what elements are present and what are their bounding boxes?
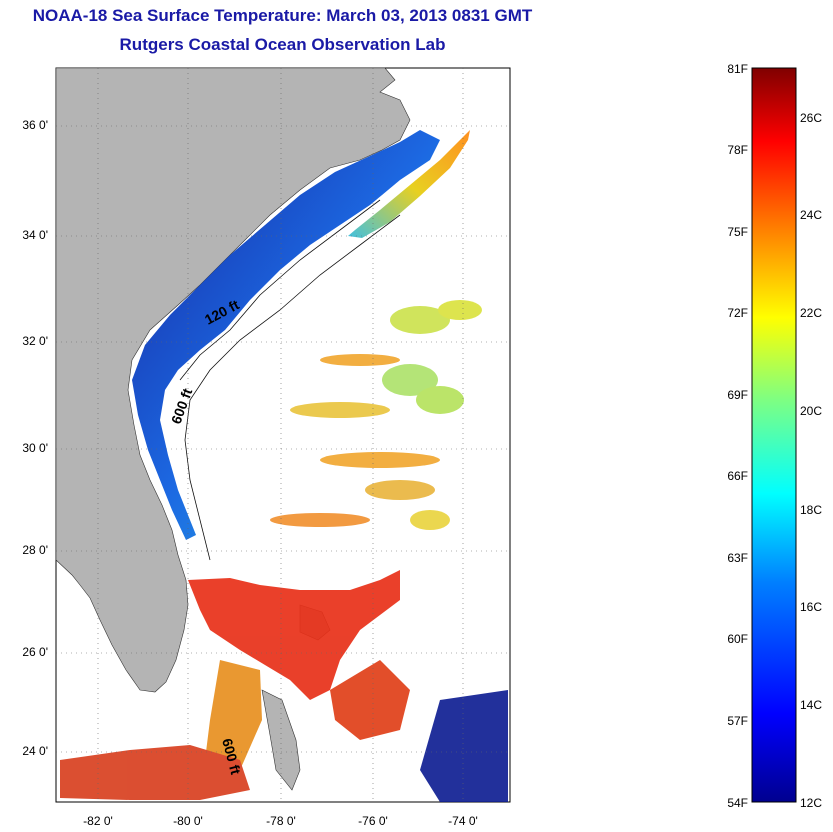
colorbar-f-label: 81F: [727, 62, 748, 76]
colorbar-c-label: 12C: [800, 796, 823, 810]
colorbar-f-label: 78F: [727, 143, 748, 157]
colorbar-f-label: 63F: [727, 551, 748, 565]
map-title: NOAA-18 Sea Surface Temperature: March 0…: [32, 6, 533, 25]
colorbar-c-label: 26C: [800, 111, 823, 125]
colorbar-c-label: 24C: [800, 208, 823, 222]
colorbar-f-label: 75F: [727, 225, 748, 239]
colorbar-c-label: 14C: [800, 698, 823, 712]
colorbar-f-label: 72F: [727, 306, 748, 320]
coastal-cold-water: [132, 130, 440, 540]
lat-tick-label: 28 0': [22, 543, 48, 557]
lon-tick-label: -78 0': [266, 814, 296, 828]
colorbar-c-label: 18C: [800, 503, 823, 517]
colorbar-f-label: 60F: [727, 632, 748, 646]
lat-tick-label: 26 0': [22, 645, 48, 659]
lat-tick-label: 30 0': [22, 441, 48, 455]
offshore-patches: [270, 300, 482, 530]
florida-current: [60, 570, 410, 800]
lat-tick-label: 34 0': [22, 228, 48, 242]
gulf-stream-edge: [348, 130, 470, 238]
gridlines: [56, 68, 510, 802]
land-mainland: [55, 67, 411, 693]
map-frame: [55, 67, 511, 803]
contour-120ft: [179, 199, 381, 381]
colorbar: [751, 67, 797, 803]
lat-tick-label: 36 0': [22, 118, 48, 132]
colorbar-f-label: 54F: [727, 796, 748, 810]
lon-tick-label: -80 0': [173, 814, 203, 828]
contour-600ft: [184, 214, 401, 561]
northeast-cold-patch: [420, 690, 508, 802]
colorbar-c-label: 16C: [800, 600, 823, 614]
lat-tick-label: 24 0': [22, 744, 48, 758]
lon-tick-label: -76 0': [358, 814, 388, 828]
colorbar-c-label: 22C: [800, 306, 823, 320]
colorbar-c-label: 20C: [800, 404, 823, 418]
lon-tick-label: -74 0': [448, 814, 478, 828]
colorbar-f-label: 57F: [727, 714, 748, 728]
colorbar-f-label: 69F: [727, 388, 748, 402]
lat-tick-label: 32 0': [22, 334, 48, 348]
colorbar-f-label: 66F: [727, 469, 748, 483]
land-andros: [261, 689, 301, 791]
map-subtitle: Rutgers Coastal Ocean Observation Lab: [119, 35, 446, 54]
lon-tick-label: -82 0': [83, 814, 113, 828]
